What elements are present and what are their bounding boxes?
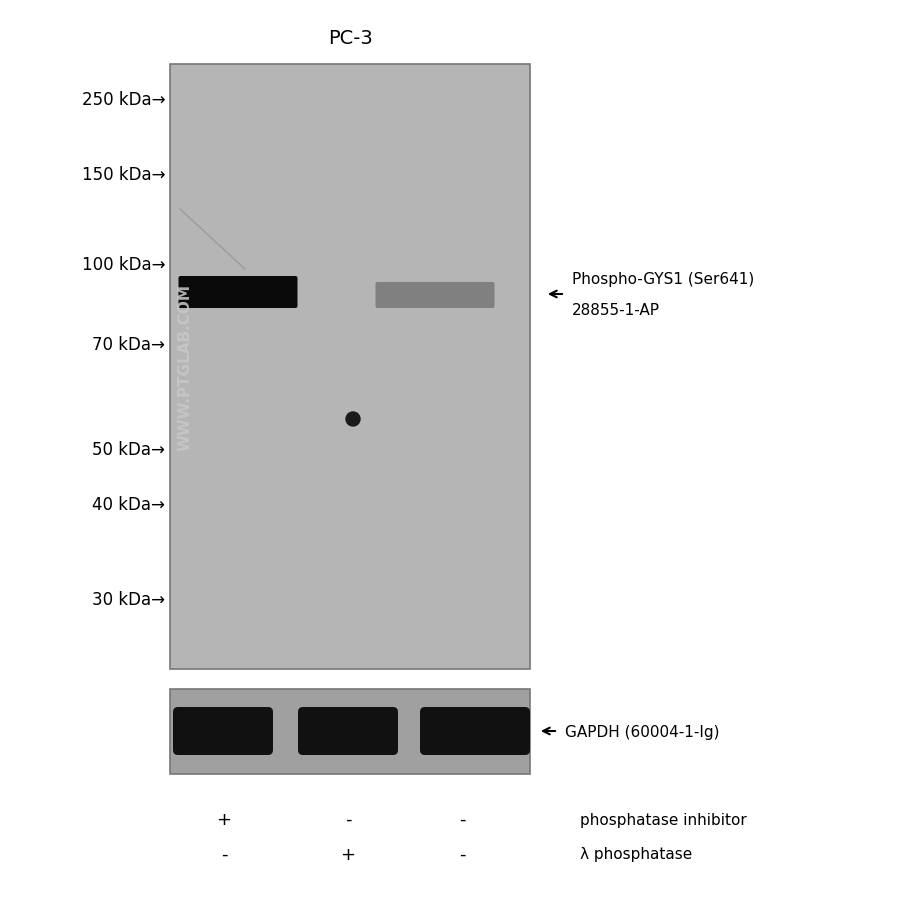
Text: GAPDH (60004-1-Ig): GAPDH (60004-1-Ig) xyxy=(565,723,719,739)
FancyBboxPatch shape xyxy=(375,282,494,308)
Text: -: - xyxy=(459,810,465,828)
Text: 28855-1-AP: 28855-1-AP xyxy=(572,303,660,318)
Text: WWW.PTGLAB.COM: WWW.PTGLAB.COM xyxy=(177,284,193,450)
Text: 100 kDa→: 100 kDa→ xyxy=(82,255,165,273)
Text: -: - xyxy=(220,845,227,863)
Text: 250 kDa→: 250 kDa→ xyxy=(82,91,165,109)
Circle shape xyxy=(346,412,360,427)
Text: PC-3: PC-3 xyxy=(328,29,373,48)
Text: λ phosphatase: λ phosphatase xyxy=(580,847,692,861)
Text: 70 kDa→: 70 kDa→ xyxy=(92,336,165,354)
Text: -: - xyxy=(345,810,351,828)
Text: phosphatase inhibitor: phosphatase inhibitor xyxy=(580,812,747,826)
FancyBboxPatch shape xyxy=(420,707,530,755)
Bar xyxy=(170,65,530,669)
Text: +: + xyxy=(217,810,231,828)
Text: +: + xyxy=(340,845,356,863)
Text: 30 kDa→: 30 kDa→ xyxy=(92,590,165,608)
Text: -: - xyxy=(459,845,465,863)
Text: Phospho-GYS1 (Ser641): Phospho-GYS1 (Ser641) xyxy=(572,272,754,287)
Bar xyxy=(170,689,530,774)
Text: 50 kDa→: 50 kDa→ xyxy=(92,440,165,458)
Text: 40 kDa→: 40 kDa→ xyxy=(92,495,165,513)
Text: 150 kDa→: 150 kDa→ xyxy=(82,166,165,184)
FancyBboxPatch shape xyxy=(173,707,273,755)
FancyBboxPatch shape xyxy=(178,277,298,308)
FancyBboxPatch shape xyxy=(298,707,398,755)
